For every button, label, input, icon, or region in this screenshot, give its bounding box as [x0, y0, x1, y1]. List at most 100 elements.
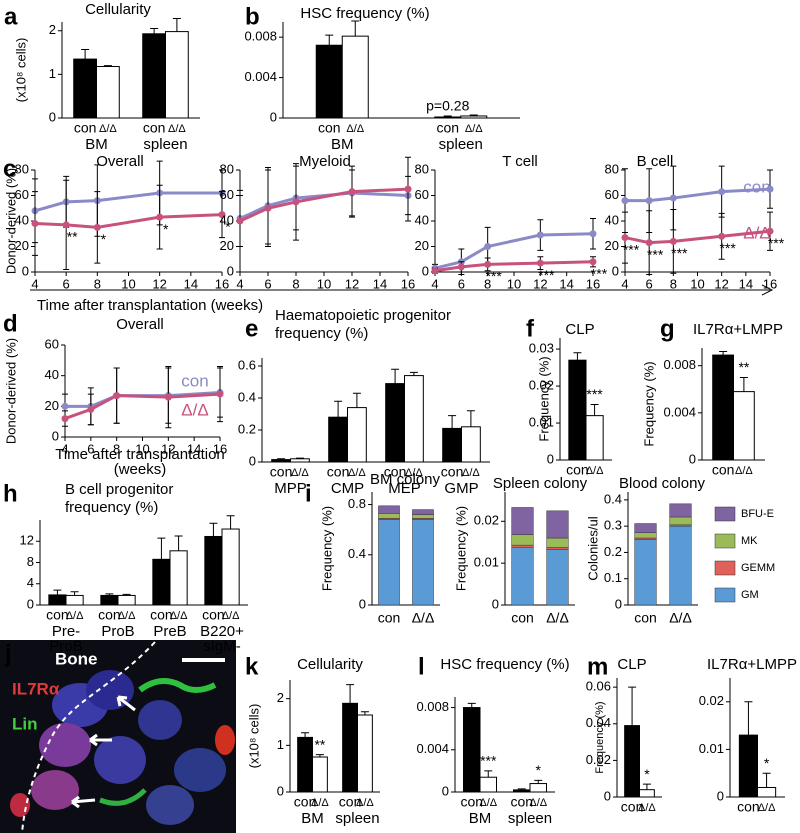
error-bar — [122, 593, 131, 596]
y-tick-label: 20 — [15, 238, 29, 253]
x-category-label: spleen — [508, 810, 552, 827]
x-category-label: BM — [469, 810, 492, 827]
panel-label: l — [418, 653, 425, 680]
cell — [146, 785, 194, 825]
series-label: Δ/Δ — [311, 797, 329, 809]
panel-label: b — [245, 3, 260, 30]
bar — [328, 416, 349, 463]
series-label: Δ/Δ — [66, 610, 84, 622]
bar — [639, 789, 655, 798]
error-bar — [391, 368, 400, 384]
series-label: Δ/Δ — [346, 123, 364, 135]
panel-label: j — [4, 640, 12, 667]
y-axis-label: Frequency (%) — [641, 361, 656, 446]
y-tick-label: 2 — [49, 22, 56, 37]
x-category-label: spleen — [335, 810, 379, 827]
series-label: con — [384, 464, 407, 480]
series-label: con — [46, 607, 69, 623]
bar-segment — [669, 503, 692, 518]
annotation: *** — [591, 266, 608, 282]
bar — [341, 35, 369, 119]
y-tick-label: 20 — [415, 238, 429, 253]
y-tick-label: 0.6 — [238, 357, 256, 372]
x-category-label: ProB — [49, 638, 82, 655]
bar — [757, 786, 777, 798]
point — [536, 231, 544, 239]
annotation: *** — [768, 235, 785, 251]
y-tick-label: 40 — [45, 367, 59, 382]
chart-title: HSC frequency (%) — [300, 5, 429, 22]
arrow — [116, 695, 136, 712]
bar — [738, 734, 758, 798]
y-tick-label: 12 — [20, 533, 34, 548]
x-category-label: MEP — [388, 480, 421, 497]
y-tick-label: 0.4 — [238, 389, 256, 404]
legend-swatch — [714, 587, 736, 603]
point — [536, 259, 544, 267]
y-tick-label: 0.01 — [474, 555, 499, 570]
bar-segment — [378, 505, 400, 514]
bar-segment — [546, 510, 569, 539]
x-tick-label: 4 — [61, 441, 68, 456]
point — [61, 402, 69, 410]
microscopy-image: Bone IL7Rα Lin — [0, 640, 236, 833]
chart-title: Cellularity — [85, 1, 151, 18]
bar — [513, 789, 531, 793]
legend-label: GEMM — [741, 562, 775, 574]
lin-stain — [138, 678, 217, 693]
bar — [434, 116, 462, 119]
point — [113, 392, 121, 400]
annotation: p=0.28 — [426, 98, 469, 114]
point — [264, 204, 272, 212]
error-bar — [517, 788, 526, 790]
y-axis-label: Donor-derived (%) — [3, 168, 18, 274]
x-category-label: Δ/Δ — [412, 610, 435, 626]
series-label: con — [436, 120, 459, 136]
series-label: con — [318, 120, 341, 136]
y-tick-label: 0.02 — [586, 752, 611, 767]
x-tick-label: 10 — [135, 441, 149, 456]
annotation: *** — [586, 386, 603, 402]
series-label: Δ/Δ — [99, 123, 117, 135]
series-label: Δ/Δ — [529, 797, 547, 809]
x-category-label: ProB — [101, 623, 134, 640]
bar-segment — [511, 544, 534, 548]
chart-title: B cell progenitor — [65, 481, 173, 498]
series-label: con — [566, 462, 589, 478]
error-bar — [70, 591, 79, 596]
y-tick-label: 0.008 — [416, 699, 449, 714]
series-label: con — [143, 120, 166, 136]
bar-segment — [511, 534, 534, 546]
panel-label: m — [587, 653, 608, 680]
y-tick-label: 0.008 — [663, 357, 696, 372]
x-category-label: Δ/Δ — [669, 610, 692, 626]
y-tick-label: 0.008 — [244, 29, 277, 44]
x-category-label: GMP — [444, 480, 478, 497]
chart-title: frequency (%) — [275, 325, 368, 342]
chart-title: Cellularity — [297, 656, 363, 673]
annotation: ** — [314, 736, 325, 752]
error-bar — [157, 537, 166, 560]
chart-title: B cell — [637, 153, 674, 170]
chart-title: HSC frequency (%) — [440, 656, 569, 673]
x-category-label: CMP — [331, 480, 364, 497]
y-tick-label: 80 — [605, 161, 619, 176]
y-tick-label: 2 — [277, 690, 284, 705]
y-tick-label: 0.004 — [416, 741, 449, 756]
bar — [342, 702, 358, 793]
point — [216, 390, 224, 398]
error-bar — [534, 779, 543, 784]
x-category-label: BM — [85, 136, 108, 153]
x-tick-label: 16 — [763, 276, 777, 291]
y-tick-label: 40 — [15, 212, 29, 227]
bar-segment — [546, 549, 569, 606]
y-tick-label: 20 — [45, 398, 59, 413]
error-bar — [739, 376, 748, 392]
chart-title: Myeloid — [299, 153, 351, 170]
x-category-label: MPP — [274, 480, 307, 497]
series-label: con — [202, 607, 225, 623]
bar-segment — [669, 525, 692, 606]
error-bar — [325, 34, 334, 46]
y-tick-label: 0.004 — [244, 69, 277, 84]
x-tick-label: 10 — [507, 276, 521, 291]
